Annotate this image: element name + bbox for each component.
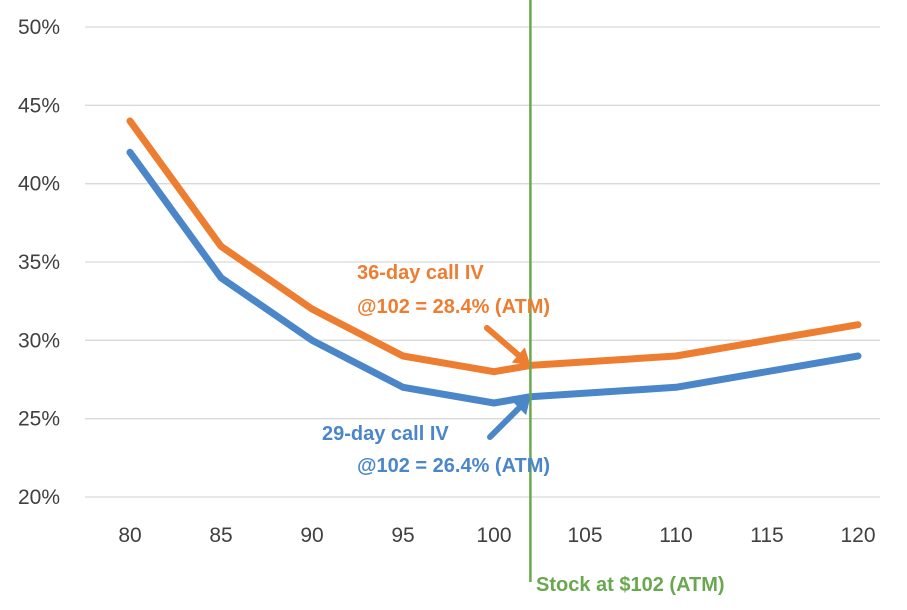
x-tick-label: 100 <box>476 524 511 547</box>
x-tick-label: 85 <box>209 524 232 547</box>
x-axis-ticks: 80 85 90 95 100 105 110 115 120 <box>118 524 875 547</box>
x-tick-label: 80 <box>118 524 141 547</box>
y-tick-label: 35% <box>18 251 60 274</box>
annotation-arrow-36-day-shaft <box>484 325 522 358</box>
annotation-arrow-36-day-head <box>511 347 531 366</box>
x-tick-label: 120 <box>840 524 875 547</box>
x-tick-label: 95 <box>391 524 414 547</box>
annotations: 36-day call IV @102 = 28.4% (ATM) 29-day… <box>322 262 725 596</box>
x-tick-label: 115 <box>750 524 783 547</box>
gridlines <box>85 26 880 498</box>
series-lines <box>126 117 862 407</box>
y-tick-label: 45% <box>18 94 60 117</box>
y-tick-label: 30% <box>18 329 60 352</box>
annotation-36-day-line1: 36-day call IV <box>357 262 484 284</box>
y-tick-label: 50% <box>18 16 60 39</box>
y-axis-ticks: 20% 25% 30% 35% 40% 45% 50% <box>18 16 60 509</box>
x-tick-label: 90 <box>300 524 323 547</box>
x-tick-label: 110 <box>659 524 692 547</box>
annotation-arrow-29-day-head <box>512 396 531 416</box>
annotation-arrow-29-day-shaft <box>487 405 523 440</box>
annotation-36-day-line2: @102 = 28.4% (ATM) <box>357 296 550 318</box>
annotation-29-day-line1: 29-day call IV <box>322 423 449 445</box>
series-line-29-day <box>126 148 862 407</box>
x-tick-label: 105 <box>567 524 602 547</box>
y-tick-label: 40% <box>18 173 60 196</box>
series-line-36-day <box>126 117 862 376</box>
atm-marker-label: Stock at $102 (ATM) <box>536 574 725 596</box>
y-tick-label: 20% <box>18 486 60 509</box>
y-tick-label: 25% <box>18 408 60 431</box>
annotation-29-day-line2: @102 = 26.4% (ATM) <box>357 455 550 477</box>
